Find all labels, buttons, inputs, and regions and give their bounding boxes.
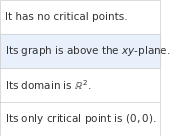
Text: It has no critical points.: It has no critical points. xyxy=(5,12,127,22)
Text: Its domain is $\mathbb{R}^2$.: Its domain is $\mathbb{R}^2$. xyxy=(5,78,91,92)
Bar xyxy=(0,34,160,68)
Text: Its only critical point is $(0, 0)$.: Its only critical point is $(0, 0)$. xyxy=(5,112,156,126)
Text: Its graph is above the $xy$-plane.: Its graph is above the $xy$-plane. xyxy=(5,44,170,58)
